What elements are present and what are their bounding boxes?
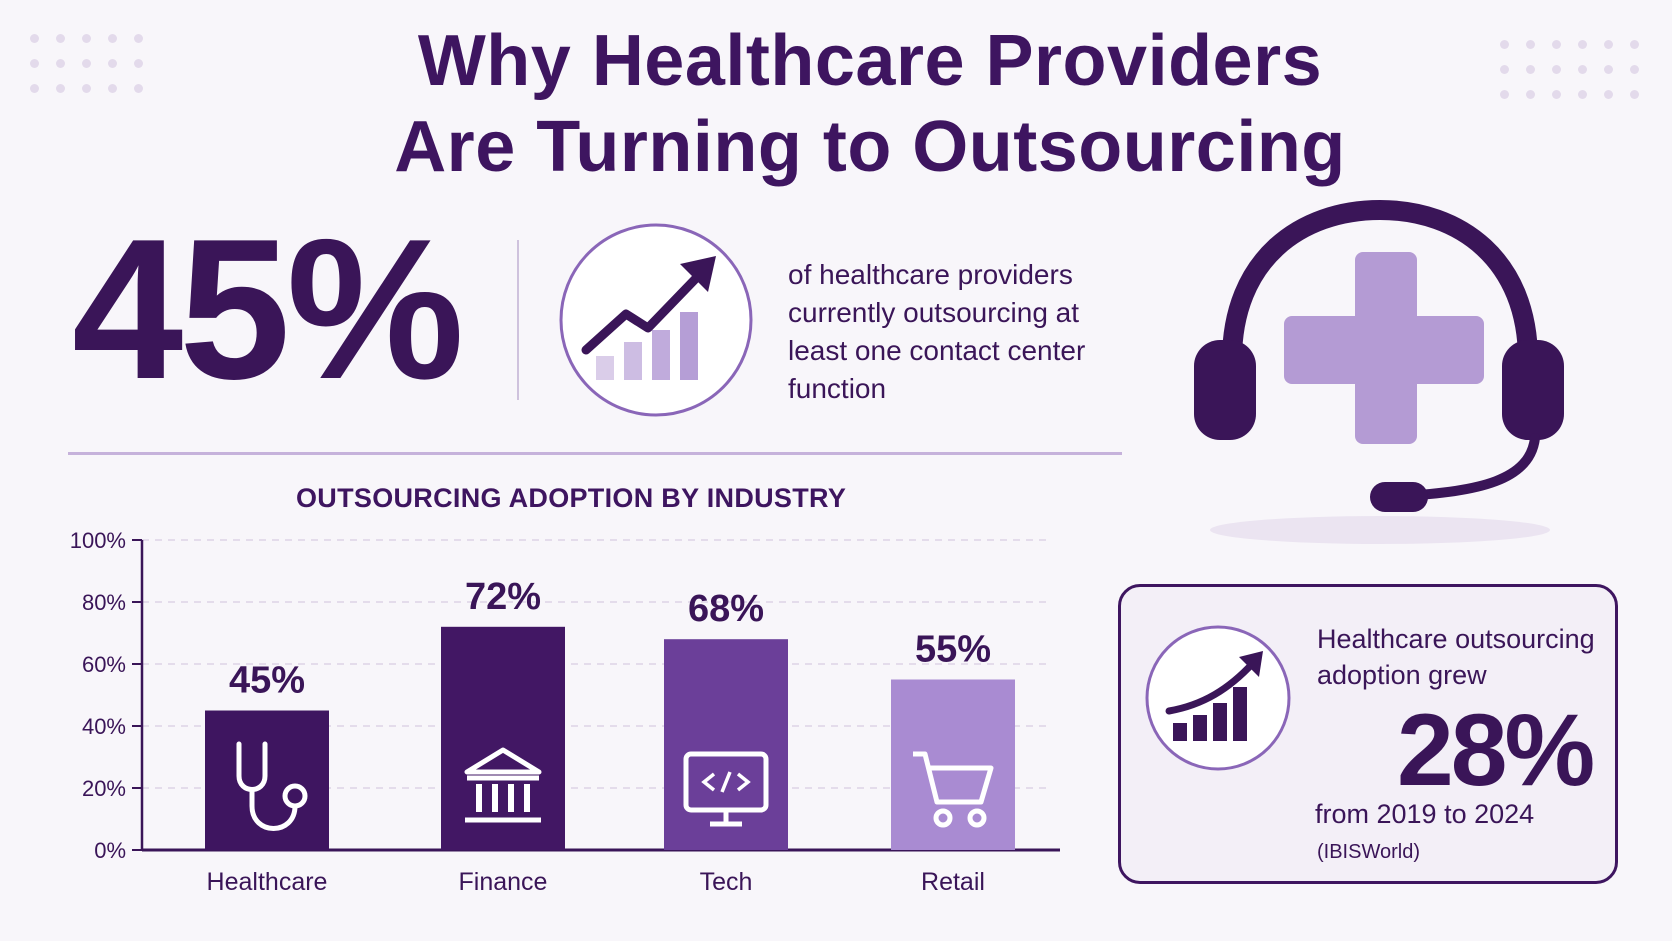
y-tick-label: 40% [82,714,126,739]
bank-icon [464,747,542,823]
bar-value-label: 72% [465,576,541,618]
x-category-label: Retail [921,868,985,896]
shopping-cart-icon [913,751,994,828]
headset-medical-cross-icon [1194,200,1564,544]
y-tick-label: 80% [82,590,126,615]
x-category-label: Finance [459,868,548,896]
growth-source: (IBISWorld) [1317,841,1420,863]
section-divider [68,452,1122,455]
stethoscope-icon [236,741,308,831]
decorative-dots-right [1500,40,1640,99]
headline-stat-value: 45% [72,198,464,421]
chart-title: OUTSOURCING ADOPTION BY INDUSTRY [296,483,847,513]
bar-retail [891,679,1015,850]
growth-period: from 2019 to 2024 [1315,799,1535,829]
y-tick-label: 0% [94,838,126,863]
y-tick-label: 20% [82,776,126,801]
bar-value-label: 55% [915,629,991,671]
industry-bar-chart: 0% 20% 40% 60% 80% 100% 45% Healthcare 72% Finan… [70,528,1060,896]
growth-card: Healthcare outsourcing adoption grew 28%… [1118,584,1618,884]
monitor-code-icon [683,751,769,827]
y-tick-label: 60% [82,652,126,677]
growth-value: 28% [1397,693,1595,807]
x-category-label: Tech [700,868,753,896]
bar-value-label: 45% [229,660,305,702]
stat-divider [517,240,519,400]
bar-finance [441,626,565,850]
page-title-line-2: Are Turning to Outsourcing [394,107,1346,187]
headline-stat-description: of healthcare providers currently outsou… [788,259,1086,404]
trend-up-chart-icon [559,223,753,417]
page-title: Why Healthcare Providers Are Turning to … [0,18,1672,190]
y-tick-label: 100% [70,528,126,553]
page-title-line-1: Why Healthcare Providers [417,21,1323,101]
decorative-dots-left [30,34,144,93]
x-category-label: Healthcare [207,868,328,896]
bar-value-label: 68% [688,588,764,630]
trend-up-chart-icon [1145,625,1291,771]
growth-lead-text: Healthcare outsourcing adoption grew [1317,624,1595,690]
